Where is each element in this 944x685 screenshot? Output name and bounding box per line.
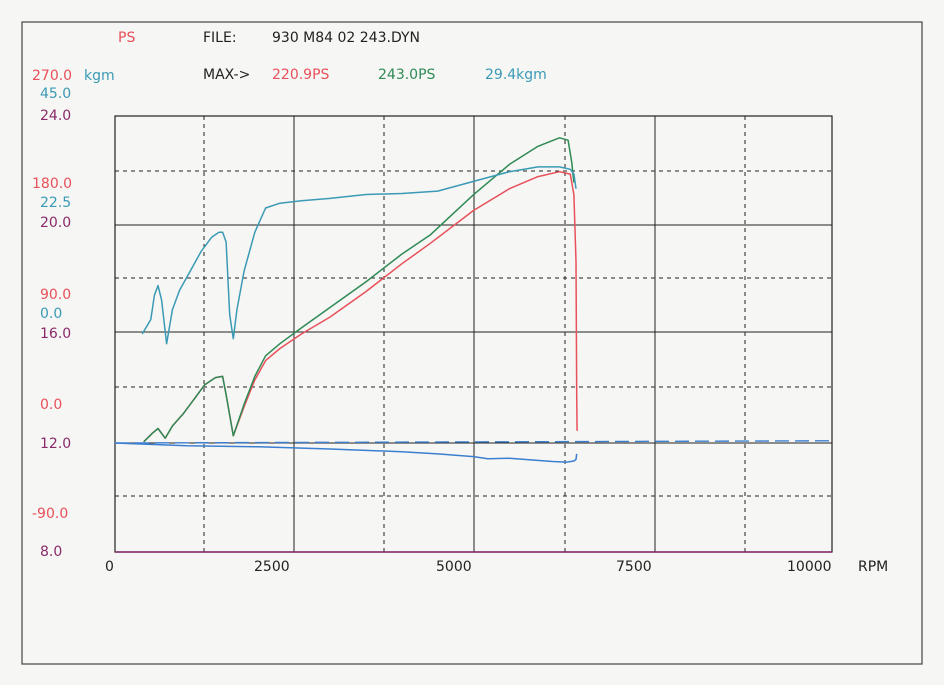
kgm-tick-0: 0.0 xyxy=(40,306,62,322)
purple-tick-20: 20.0 xyxy=(40,215,71,231)
series-line-1 xyxy=(143,137,575,443)
outer-frame xyxy=(21,21,923,665)
x-tick-0: 0 xyxy=(105,559,114,575)
max-ps-green: 243.0PS xyxy=(378,67,436,83)
file-label: FILE: xyxy=(203,30,237,46)
purple-tick-8: 8.0 xyxy=(40,544,62,560)
max-ps-red: 220.9PS xyxy=(272,67,330,83)
kgm-tick-22-5: 22.5 xyxy=(40,195,71,211)
x-tick-10000: 10000 xyxy=(787,559,832,575)
purple-tick-24: 24.0 xyxy=(40,108,71,124)
kgm-unit-label: kgm xyxy=(84,68,115,84)
x-tick-5000: 5000 xyxy=(436,559,472,575)
max-label: MAX-> xyxy=(203,67,250,83)
x-tick-2500: 2500 xyxy=(254,559,290,575)
purple-tick-12: 12.0 xyxy=(40,436,71,452)
series-line-4 xyxy=(114,442,578,463)
ps-tick-180: 180.0 xyxy=(32,176,72,192)
file-name: 930 M84 02 243.DYN xyxy=(272,30,420,46)
x-tick-7500: 7500 xyxy=(616,559,652,575)
ps-tick-270: 270.0 xyxy=(32,68,72,84)
ps-tick-minus-90: -90.0 xyxy=(32,506,68,522)
grid xyxy=(115,116,832,552)
purple-tick-16: 16.0 xyxy=(40,326,71,342)
ps-unit-label: PS xyxy=(118,30,135,46)
series-line-2 xyxy=(141,166,577,345)
ps-tick-0: 0.0 xyxy=(40,397,62,413)
kgm-tick-45: 45.0 xyxy=(40,86,71,102)
ps-tick-90: 90.0 xyxy=(40,287,71,303)
max-kgm-blue: 29.4kgm xyxy=(485,67,547,83)
x-axis-unit: RPM xyxy=(858,559,888,575)
series-line-0 xyxy=(143,170,578,443)
series-layer xyxy=(114,137,833,553)
